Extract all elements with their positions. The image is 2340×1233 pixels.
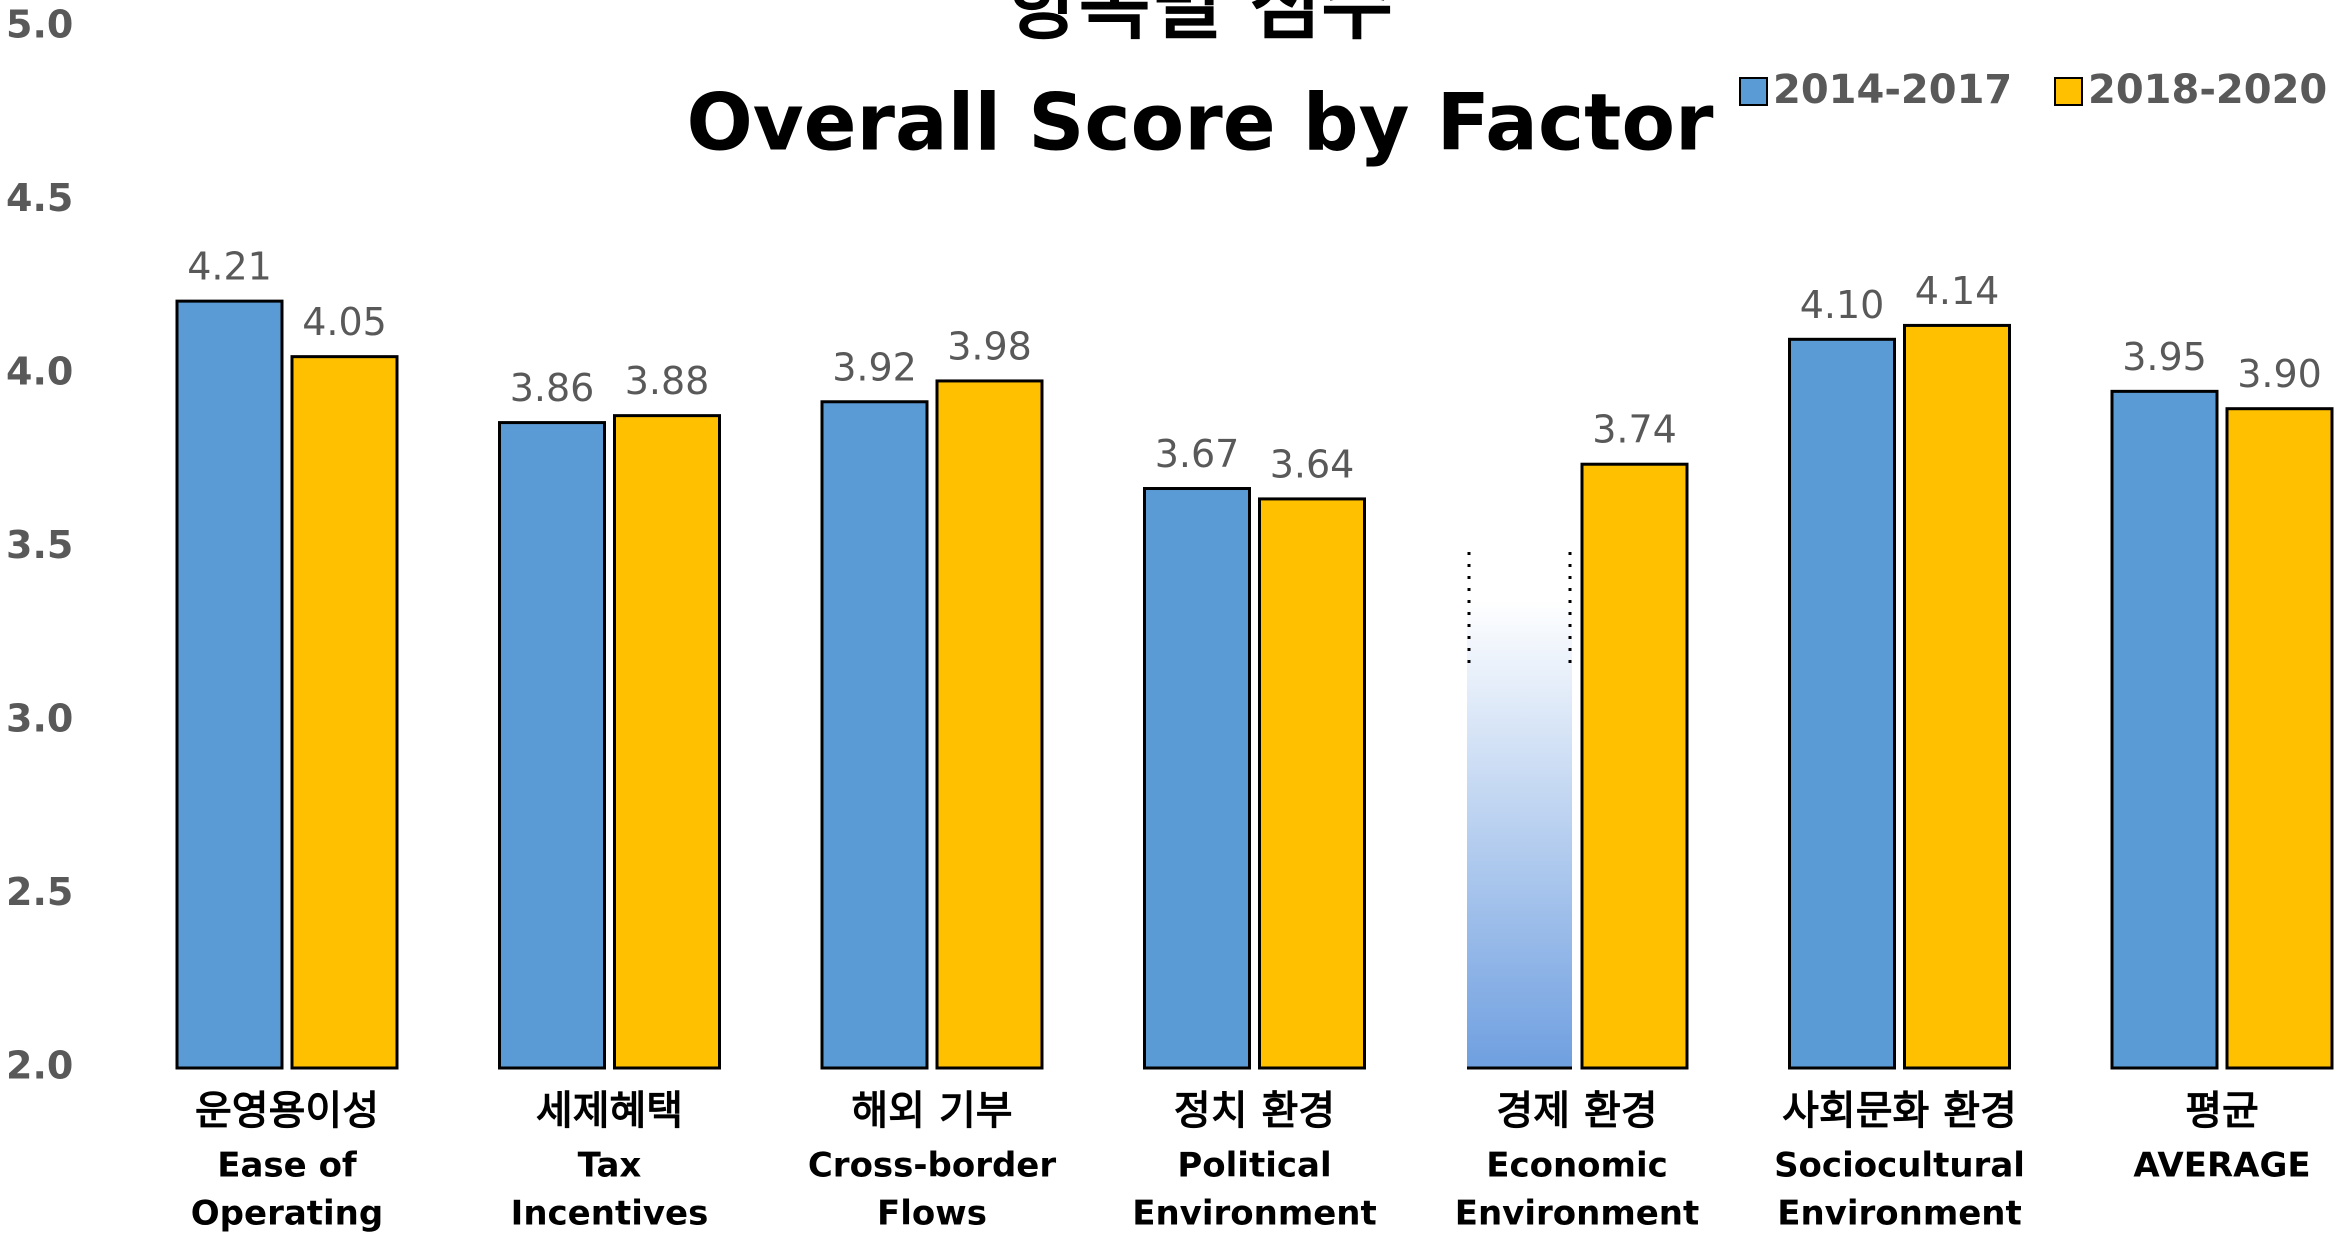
y-tick-label: 3.0 bbox=[6, 697, 73, 741]
bar bbox=[2225, 407, 2334, 1070]
legend-label: 2018-2020 bbox=[2088, 67, 2327, 113]
legend-swatch bbox=[2054, 77, 2083, 106]
value-label: 3.88 bbox=[625, 359, 710, 403]
legend-label: 2014-2017 bbox=[1773, 67, 2012, 113]
x-tick-sublabel: Economic bbox=[1486, 1146, 1668, 1186]
bar bbox=[290, 355, 399, 1070]
x-tick-sublabel: Flows bbox=[877, 1194, 987, 1233]
chart-title: 항목별 점수 bbox=[1007, 0, 1393, 50]
y-tick-label: 2.5 bbox=[6, 870, 73, 914]
x-tick-sublabel: Environment bbox=[1777, 1194, 2022, 1233]
x-tick-sublabel: Cross-border bbox=[808, 1146, 1057, 1186]
x-tick-label: 평균 bbox=[2185, 1088, 2259, 1134]
value-label: 4.14 bbox=[1915, 269, 2000, 313]
legend-swatch bbox=[1739, 77, 1768, 106]
value-label: 3.86 bbox=[510, 366, 595, 410]
x-tick-sublabel: Tax bbox=[578, 1146, 642, 1186]
x-tick-label: 정치 환경 bbox=[1174, 1088, 1335, 1134]
x-tick-sublabel: Environment bbox=[1132, 1194, 1377, 1233]
value-label: 3.64 bbox=[1270, 442, 1355, 486]
bar bbox=[1143, 487, 1251, 1070]
value-label: 3.95 bbox=[2122, 335, 2207, 379]
value-label: 4.05 bbox=[302, 300, 387, 344]
x-tick-label: 경제 환경 bbox=[1496, 1088, 1657, 1134]
y-tick-label: 5.0 bbox=[6, 3, 73, 47]
value-label: 3.74 bbox=[1592, 408, 1677, 452]
value-label: 3.90 bbox=[2237, 352, 2322, 396]
x-tick-label: 세제혜택 bbox=[536, 1088, 683, 1134]
x-tick-sublabel: AVERAGE bbox=[2133, 1146, 2310, 1186]
x-tick-label: 운영용이성 bbox=[195, 1088, 379, 1134]
bar bbox=[175, 299, 284, 1070]
y-tick-label: 4.0 bbox=[6, 350, 73, 394]
x-tick-sublabel: Sociocultural bbox=[1774, 1146, 2025, 1186]
value-label: 3.67 bbox=[1155, 432, 1240, 476]
x-tick-label: 해외 기부 bbox=[851, 1088, 1012, 1134]
missing-bar-placeholder bbox=[1467, 600, 1572, 1068]
bar bbox=[1258, 497, 1366, 1070]
x-tick-sublabel: Political bbox=[1177, 1146, 1331, 1186]
bar bbox=[1580, 462, 1689, 1070]
y-tick-label: 2.0 bbox=[6, 1044, 73, 1088]
value-label: 4.21 bbox=[187, 245, 272, 289]
bar bbox=[1788, 337, 1896, 1070]
bar bbox=[935, 379, 1044, 1070]
y-tick-label: 3.5 bbox=[6, 523, 73, 567]
chart-subtitle: Overall Score by Factor bbox=[686, 78, 1714, 168]
y-tick-label: 4.5 bbox=[6, 176, 73, 220]
bar bbox=[613, 414, 721, 1070]
x-tick-sublabel: Environment bbox=[1455, 1194, 1700, 1233]
x-tick-sublabel: Ease of bbox=[217, 1146, 358, 1186]
x-tick-sublabel: Incentives bbox=[511, 1194, 709, 1233]
value-label: 3.98 bbox=[947, 324, 1032, 368]
value-label: 3.92 bbox=[832, 345, 917, 389]
bar bbox=[1903, 323, 2011, 1070]
x-tick-sublabel: Operating bbox=[191, 1194, 383, 1233]
bar bbox=[498, 421, 606, 1070]
bar bbox=[820, 400, 929, 1070]
x-tick-label: 사회문화 환경 bbox=[1782, 1088, 2017, 1134]
value-label: 4.10 bbox=[1800, 283, 1885, 327]
bar bbox=[2110, 389, 2219, 1070]
